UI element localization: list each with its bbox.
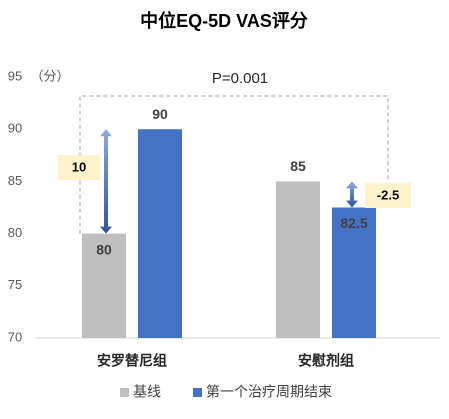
change-label-box — [365, 183, 411, 208]
change-label-box — [58, 155, 100, 180]
y-tick-label: 85 — [8, 173, 22, 188]
chart-title: 中位EQ-5D VAS评分 — [140, 10, 308, 31]
bar — [138, 129, 182, 338]
p-value: P=0.001 — [212, 70, 268, 87]
difference-arrow — [346, 181, 358, 208]
value-label: 90 — [152, 106, 168, 122]
legend-label: 第一个治疗周期结束 — [206, 384, 332, 400]
x-tick-label: 安慰剂组 — [298, 353, 354, 369]
y-tick-label: 75 — [8, 277, 22, 292]
legend-swatch — [120, 388, 129, 397]
bar — [332, 207, 376, 338]
change-label: 10 — [72, 159, 86, 174]
legend-label: 基线 — [133, 384, 161, 400]
bar — [82, 233, 126, 338]
bar — [276, 181, 320, 338]
value-label: 85 — [290, 158, 306, 174]
y-tick-label: 70 — [8, 329, 22, 344]
y-tick-label: 90 — [8, 121, 22, 136]
value-label: 82.5 — [340, 215, 367, 231]
y-axis-label: （分） — [30, 68, 69, 83]
value-label: 80 — [96, 241, 112, 257]
legend-swatch — [193, 388, 202, 397]
x-tick-label: 安罗替尼组 — [97, 353, 167, 369]
difference-arrow — [100, 129, 112, 234]
y-tick-label: 95 — [8, 68, 22, 83]
change-label: -2.5 — [377, 187, 399, 202]
y-tick-label: 80 — [8, 225, 22, 240]
